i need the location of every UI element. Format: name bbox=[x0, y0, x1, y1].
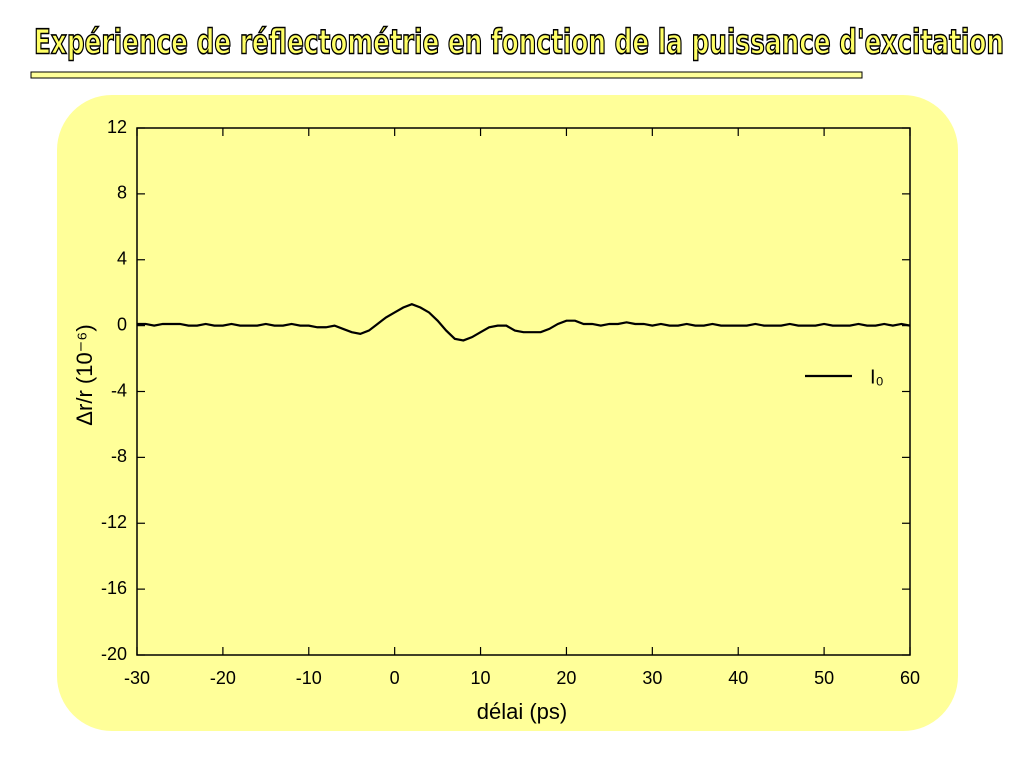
y-tick-label: 8 bbox=[117, 183, 127, 203]
x-tick-label: -10 bbox=[296, 668, 322, 688]
data-line bbox=[137, 303, 911, 342]
x-tick-label: 10 bbox=[471, 668, 491, 688]
y-tick-label: -20 bbox=[101, 644, 127, 664]
x-axis-label: délai (ps) bbox=[477, 699, 567, 724]
y-tick-label: -16 bbox=[101, 578, 127, 598]
legend-label: I₀ bbox=[870, 366, 884, 388]
y-axis-label: Δr/r (10⁻⁶) bbox=[72, 324, 97, 425]
y-tick-label: 0 bbox=[117, 314, 127, 334]
x-tick-label: 20 bbox=[556, 668, 576, 688]
x-tick-label: -20 bbox=[210, 668, 236, 688]
y-tick-label: 4 bbox=[117, 249, 127, 269]
x-tick-label: 50 bbox=[814, 668, 834, 688]
chart-panel bbox=[57, 95, 958, 731]
x-tick-label: -30 bbox=[124, 668, 150, 688]
y-tick-label: -8 bbox=[111, 446, 127, 466]
title-underline bbox=[30, 71, 863, 79]
x-tick-label: 30 bbox=[642, 668, 662, 688]
slide-title: Expérience de réflectométrie en fonction… bbox=[34, 23, 1004, 63]
x-tick-label: 40 bbox=[728, 668, 748, 688]
y-tick-label: -12 bbox=[101, 512, 127, 532]
x-tick-label: 60 bbox=[900, 668, 920, 688]
x-tick-label: 0 bbox=[390, 668, 400, 688]
y-tick-label: -4 bbox=[111, 380, 127, 400]
y-tick-label: 12 bbox=[107, 117, 127, 137]
